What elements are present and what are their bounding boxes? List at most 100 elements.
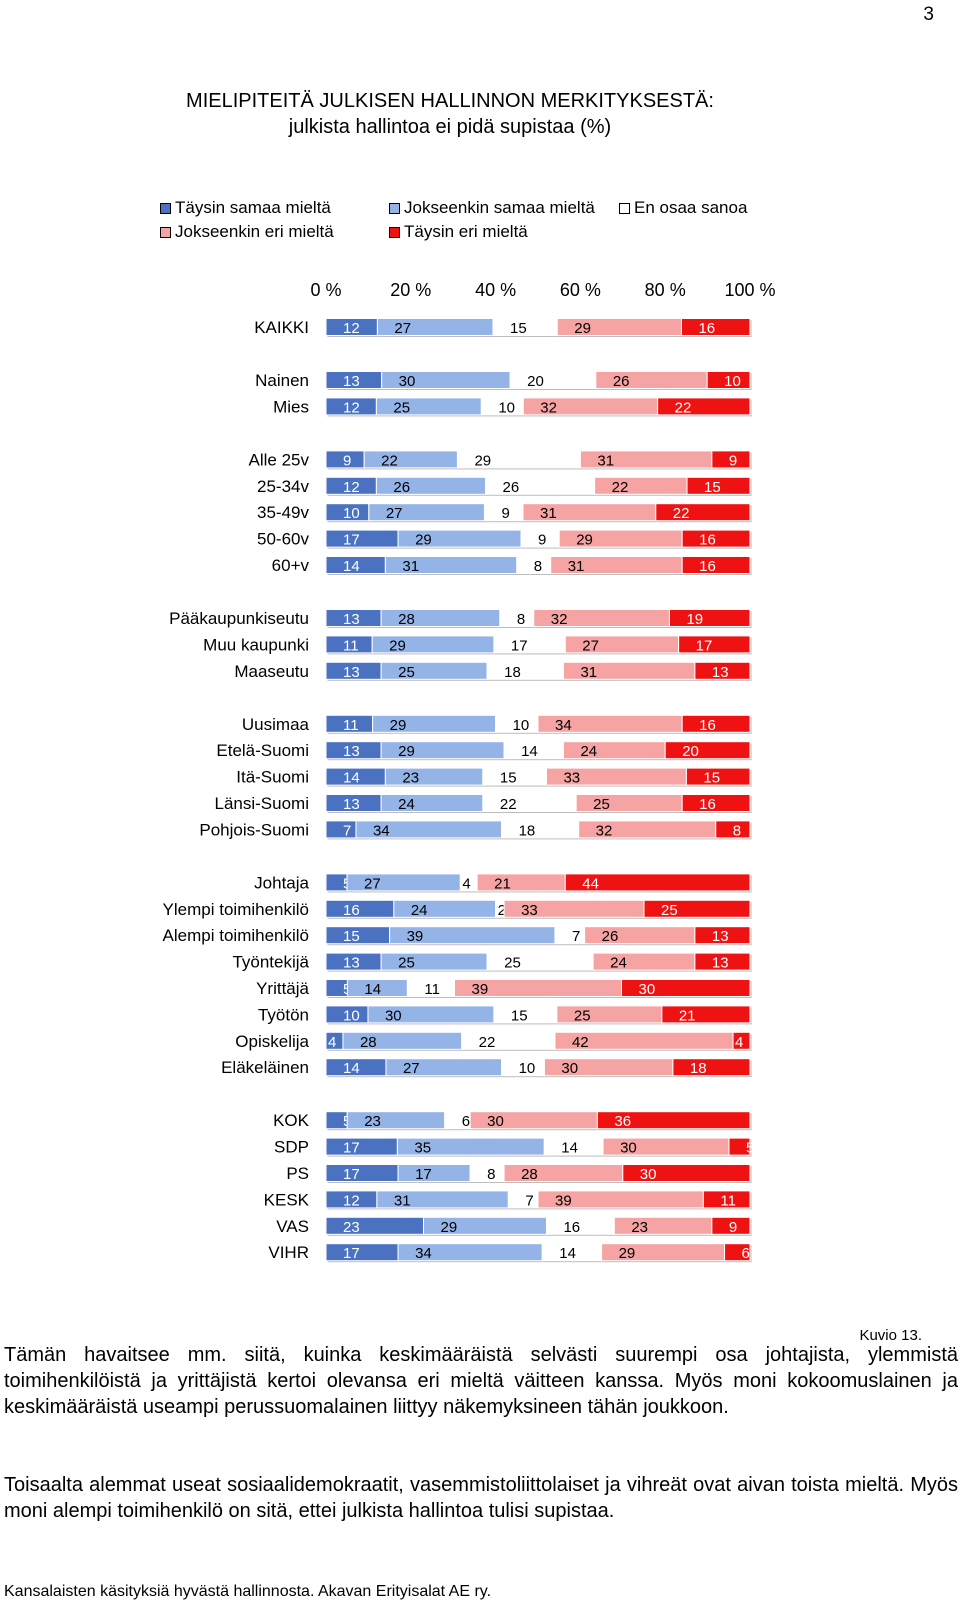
- data-label-strongly-agree-25-34v: 12: [343, 479, 360, 496]
- data-label-somewhat-agree-tyoton: 30: [385, 1007, 402, 1024]
- bar-segment-strongly-disagree-uusimaa: [681, 714, 751, 733]
- bar-segment-strongly-disagree-sdp: [728, 1137, 751, 1156]
- data-label-strongly-agree-sdp: 17: [343, 1140, 360, 1157]
- bar-segment-strongly-disagree-johtaja: [564, 873, 751, 892]
- category-label-johtaja: Johtaja: [254, 873, 309, 892]
- data-label-somewhat-disagree-tyontekija: 24: [610, 955, 627, 972]
- data-label-somewhat-agree-vihr: 34: [415, 1245, 432, 1262]
- data-label-strongly-disagree-etela-suomi: 20: [682, 743, 699, 760]
- data-label-strongly-disagree-50-60v: 16: [699, 532, 716, 549]
- data-label-strongly-disagree-maaseutu: 13: [712, 664, 729, 681]
- data-label-somewhat-disagree-etela-suomi: 24: [580, 743, 597, 760]
- data-label-cant-say-nainen: 20: [527, 373, 544, 390]
- data-label-strongly-agree-50-60v: 17: [343, 532, 360, 549]
- bar-segment-strongly-disagree-vihr: [724, 1243, 751, 1262]
- bar-segment-strongly-disagree-etela-suomi: [664, 741, 751, 760]
- bar-segment-somewhat-disagree-25-34v: [594, 476, 688, 495]
- bar-segment-strongly-disagree-elakelainen: [672, 1058, 751, 1077]
- bar-segment-strongly-disagree-paakaupunkiseutu: [668, 609, 751, 627]
- bar-segment-strongly-agree-sdp: [325, 1137, 398, 1156]
- data-label-somewhat-disagree-alle-25v: 31: [597, 452, 614, 469]
- bar-segment-cant-say-lansi-suomi: [482, 794, 577, 812]
- data-label-somewhat-disagree-25-34v: 22: [612, 479, 629, 496]
- data-label-somewhat-disagree-vihr: 29: [619, 1245, 636, 1262]
- data-label-strongly-disagree-kesk: 11: [720, 1192, 736, 1209]
- legend-label-strongly-disagree: Täysin eri mieltä: [404, 222, 528, 241]
- data-label-somewhat-agree-kok: 23: [364, 1113, 381, 1130]
- data-label-cant-say-alempi-toimihenkilo: 7: [572, 928, 580, 945]
- data-label-cant-say-opiskelija: 22: [479, 1034, 496, 1051]
- data-label-somewhat-agree-alempi-toimihenkilo: 39: [407, 928, 424, 945]
- category-label-ita-suomi: Itä-Suomi: [236, 768, 309, 787]
- data-label-somewhat-disagree-sdp: 30: [620, 1140, 637, 1157]
- legend-item-somewhat-agree: Jokseenkin samaa mieltä: [389, 198, 595, 218]
- bar-segment-somewhat-disagree-lansi-suomi: [575, 794, 683, 812]
- bar-segment-strongly-agree-ps: [325, 1164, 399, 1182]
- category-label-elakelainen: Eläkeläinen: [221, 1058, 309, 1077]
- bar-segment-strongly-disagree-ita-suomi: [685, 767, 751, 786]
- legend-swatch-strongly-agree: [160, 202, 171, 214]
- data-label-strongly-agree-ps: 17: [343, 1166, 360, 1183]
- bar-segment-somewhat-disagree-johtaja: [476, 873, 566, 892]
- bar-segment-somewhat-agree-tyontekija: [380, 952, 488, 971]
- data-label-somewhat-agree-opiskelija: 28: [360, 1034, 377, 1051]
- data-label-strongly-disagree-kaikki: 16: [698, 320, 715, 337]
- data-label-somewhat-agree-kaikki: 27: [394, 320, 411, 337]
- bar-segment-strongly-disagree-35-49v: [655, 503, 751, 522]
- data-label-cant-say-elakelainen: 10: [519, 1060, 536, 1077]
- data-label-somewhat-disagree-opiskelija: 42: [572, 1034, 589, 1051]
- data-label-cant-say-paakaupunkiseutu: 8: [517, 611, 525, 628]
- data-label-cant-say-yrittaja: 11: [424, 981, 440, 998]
- data-label-somewhat-disagree-yrittaja: 39: [471, 981, 488, 998]
- data-label-somewhat-disagree-vas: 23: [631, 1219, 648, 1236]
- data-label-strongly-disagree-johtaja: 44: [582, 875, 599, 892]
- data-label-somewhat-agree-35-49v: 27: [386, 505, 403, 522]
- data-label-strongly-disagree-muu-kaupunki: 17: [696, 637, 713, 654]
- legend-item-strongly-agree: Täysin samaa mieltä: [160, 198, 331, 218]
- data-label-somewhat-agree-etela-suomi: 29: [398, 743, 415, 760]
- bar-segment-strongly-agree-vihr: [325, 1243, 399, 1262]
- data-label-strongly-agree-muu-kaupunki: 11: [343, 637, 359, 654]
- legend-item-cant-say: En osaa sanoa: [619, 198, 747, 218]
- data-label-somewhat-disagree-kesk: 39: [555, 1192, 572, 1209]
- data-label-somewhat-disagree-ps: 28: [521, 1166, 538, 1183]
- data-label-somewhat-disagree-tyoton: 25: [574, 1007, 591, 1024]
- data-label-strongly-agree-elakelainen: 14: [343, 1060, 360, 1077]
- data-label-somewhat-agree-ylempi-toimihenkilo: 24: [411, 902, 428, 919]
- data-label-somewhat-agree-alle-25v: 22: [381, 452, 398, 469]
- data-label-cant-say-etela-suomi: 14: [521, 743, 538, 760]
- data-label-strongly-disagree-vihr: 6: [742, 1245, 750, 1262]
- x-tick-label: 40 %: [475, 280, 516, 300]
- category-label-sdp: SDP: [274, 1138, 309, 1157]
- bar-segment-strongly-disagree-tyoton: [661, 1005, 751, 1024]
- legend-item-somewhat-disagree: Jokseenkin eri mieltä: [160, 222, 334, 242]
- data-label-somewhat-disagree-35-49v: 31: [540, 505, 557, 522]
- data-label-cant-say-50-60v: 9: [538, 532, 546, 549]
- bar-segment-cant-say-pohjois-suomi: [501, 820, 580, 839]
- data-label-somewhat-disagree-muu-kaupunki: 27: [582, 637, 599, 654]
- data-label-cant-say-vihr: 14: [559, 1245, 576, 1262]
- legend-label-cant-say: En osaa sanoa: [634, 198, 748, 217]
- data-label-strongly-disagree-lansi-suomi: 16: [699, 796, 716, 813]
- bar-segment-cant-say-maaseutu: [486, 661, 564, 680]
- data-label-strongly-disagree-35-49v: 22: [673, 505, 690, 522]
- bar-segment-strongly-disagree-opiskelija: [732, 1031, 751, 1050]
- chart-title-line2: julkista hallintoa ei pidä supistaa (%): [288, 116, 612, 138]
- bar-segment-somewhat-agree-lansi-suomi: [380, 794, 484, 812]
- bar-segment-strongly-disagree-kesk: [702, 1190, 751, 1209]
- data-label-strongly-agree-opiskelija: 4: [328, 1034, 336, 1051]
- bar-segment-somewhat-agree-ita-suomi: [384, 767, 484, 786]
- data-label-cant-say-uusimaa: 10: [513, 717, 530, 734]
- data-label-cant-say-35-49v: 9: [501, 505, 509, 522]
- bar-segment-strongly-disagree-maaseutu: [694, 661, 751, 680]
- data-label-cant-say-muu-kaupunki: 17: [511, 637, 528, 654]
- data-label-somewhat-disagree-alempi-toimihenkilo: 26: [602, 928, 619, 945]
- category-label-vihr: VIHR: [268, 1243, 309, 1262]
- data-label-somewhat-disagree-johtaja: 21: [494, 875, 511, 892]
- category-label-maaseutu: Maaseutu: [234, 662, 309, 681]
- data-label-strongly-disagree-alle-25v: 9: [729, 452, 737, 469]
- legend-swatch-cant-say: [619, 202, 630, 214]
- bar-segment-strongly-disagree-kok: [596, 1111, 751, 1130]
- data-label-somewhat-agree-tyontekija: 25: [398, 955, 415, 972]
- category-label-25-34v: 25-34v: [257, 477, 309, 496]
